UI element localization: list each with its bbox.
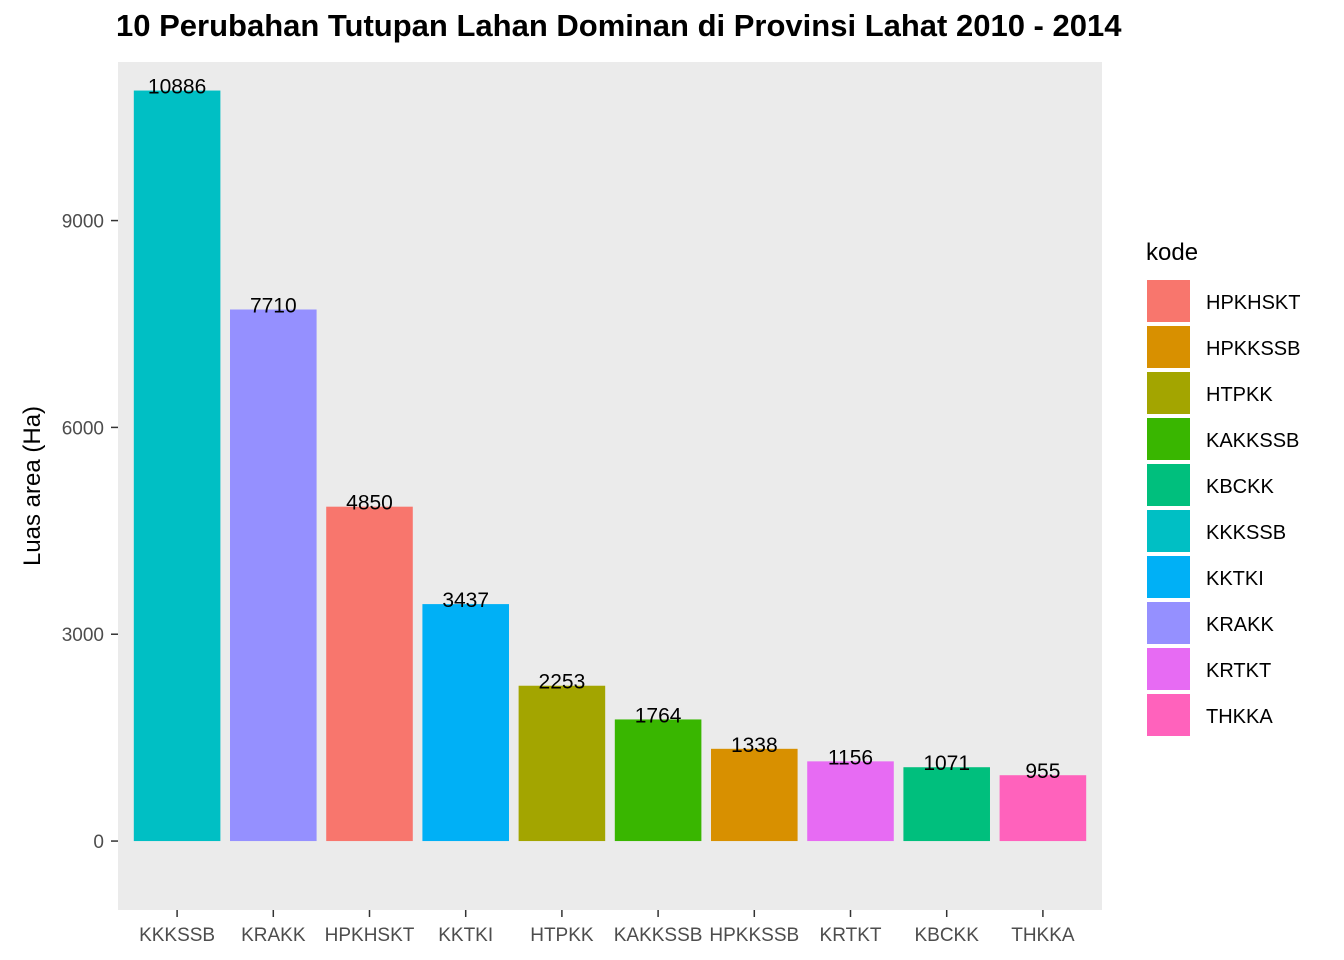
bar-krakk — [230, 309, 317, 842]
chart-title: 10 Perubahan Tutupan Lahan Dominan di Pr… — [116, 8, 1122, 43]
bar-hpkhskt — [326, 506, 413, 842]
bars — [133, 90, 1087, 842]
y-axis: 0 3000 6000 9000 — [62, 212, 118, 853]
legend-key-kkkssb — [1147, 510, 1190, 552]
y-axis-title: Luas area (Ha) — [19, 406, 46, 566]
bar-hpkkssb — [711, 748, 798, 842]
data-label-htpkk: 2253 — [539, 671, 586, 694]
bar-kbckk — [903, 767, 990, 842]
legend-key-krakk — [1147, 602, 1190, 644]
x-axis: KKKSSB KRAKK HPKHSKT KKTKI HTPKK KAKKSSB HPKKS… — [139, 910, 1075, 946]
legend-key-kakkssb — [1147, 418, 1190, 460]
x-tick-label-thkka: THKKA — [1011, 925, 1075, 946]
data-label-kakkssb: 1764 — [635, 704, 682, 727]
legend-label-kbckk: KBCKK — [1206, 476, 1274, 498]
data-label-hpkhskt: 4850 — [346, 492, 393, 515]
x-tick-label-htpkk: HTPKK — [530, 925, 594, 946]
x-tick-label-kktki: KKTKI — [438, 925, 493, 946]
y-tick-label: 0 — [93, 832, 104, 853]
legend-label-hpkhskt: HPKHSKT — [1206, 292, 1300, 314]
legend-key-kktki — [1147, 556, 1190, 598]
bar-thkka — [999, 775, 1087, 842]
x-tick-label-krtkt: KRTKT — [820, 925, 882, 946]
y-tick-label: 9000 — [62, 212, 104, 233]
legend-label-kakkssb: KAKKSSB — [1206, 430, 1299, 452]
x-tick-label-kbckk: KBCKK — [914, 925, 979, 946]
legend-key-htpkk — [1147, 372, 1190, 414]
data-label-thkka: 955 — [1025, 760, 1060, 783]
x-tick-label-krakk: KRAKK — [241, 925, 306, 946]
legend-label-kktki: KKTKI — [1206, 568, 1264, 590]
legend-title: kode — [1146, 239, 1198, 266]
bar-kktki — [422, 604, 509, 842]
data-label-kktki: 3437 — [442, 589, 489, 612]
legend: kode HPKHSKT HPKKSSB HTPKK KAKKSSB KBCKK KKKS… — [1146, 239, 1300, 736]
legend-key-hpkhskt — [1147, 280, 1190, 322]
legend-label-krtkt: KRTKT — [1206, 660, 1271, 682]
data-label-hpkkssb: 1338 — [731, 734, 778, 757]
legend-key-krtkt — [1147, 648, 1190, 690]
bar-htpkk — [518, 685, 606, 842]
x-tick-label-kkkssb: KKKSSB — [139, 925, 215, 946]
legend-key-thkka — [1147, 694, 1190, 736]
data-labels: 10886 7710 4850 3437 2253 1764 1338 1156 1071 955 — [148, 76, 1061, 784]
data-label-krakk: 7710 — [250, 295, 297, 318]
y-tick-label: 6000 — [62, 418, 104, 439]
legend-label-kkkssb: KKKSSB — [1206, 522, 1286, 544]
y-tick-label: 3000 — [62, 625, 104, 646]
x-tick-label-kakkssb: KAKKSSB — [614, 925, 703, 946]
legend-key-hpkkssb — [1147, 326, 1190, 368]
bar-kakkssb — [614, 719, 702, 842]
legend-key-kbckk — [1147, 464, 1190, 506]
bar-krtkt — [807, 761, 894, 842]
legend-label-krakk: KRAKK — [1206, 614, 1274, 636]
legend-label-thkka: THKKA — [1206, 706, 1273, 728]
x-tick-label-hpkkssb: HPKKSSB — [709, 925, 799, 946]
data-label-kkkssb: 10886 — [148, 76, 206, 99]
data-label-krtkt: 1156 — [828, 746, 873, 769]
x-tick-label-hpkhskt: HPKHSKT — [325, 925, 415, 946]
bar-kkkssb — [133, 90, 221, 842]
legend-label-hpkkssb: HPKKSSB — [1206, 338, 1300, 360]
data-label-kbckk: 1071 — [923, 752, 970, 775]
legend-label-htpkk: HTPKK — [1206, 384, 1273, 406]
